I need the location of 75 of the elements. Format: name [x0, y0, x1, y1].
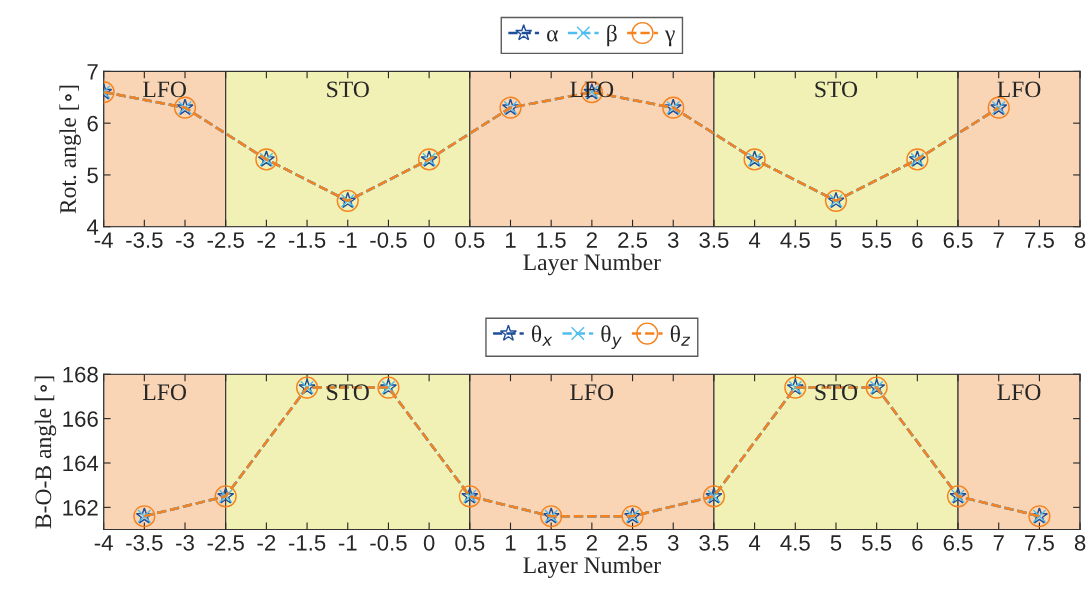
- band-label: LFO: [570, 384, 614, 401]
- x-tick-label: -1: [338, 535, 357, 551]
- x-tick-label: 2.5: [618, 535, 648, 551]
- x-tick-label: 3.5: [699, 232, 729, 248]
- legend-label: β: [607, 24, 617, 47]
- x-axis-title: Layer Number: [523, 556, 661, 578]
- x-tick-label: 0: [423, 232, 435, 248]
- legend-label: θ$_{z}$: [670, 325, 691, 346]
- y-tick-label: 162: [63, 499, 98, 516]
- x-tick-label: -2.5: [207, 232, 244, 248]
- band-label: STO: [815, 81, 858, 98]
- x-tick-label: 4: [748, 535, 761, 551]
- x-tick-label: -1.5: [288, 535, 326, 551]
- y-tick-label: 6: [87, 115, 98, 132]
- x-tick-label: 5.5: [862, 232, 892, 248]
- y-tick-label: 7: [87, 64, 98, 80]
- x-tick-label: -2.5: [207, 535, 244, 551]
- x-tick-label: -3: [176, 535, 194, 551]
- band-label: STO: [327, 81, 369, 98]
- x-tick-label: 7.5: [1025, 232, 1054, 248]
- x-tick-label: 2.5: [618, 232, 648, 248]
- x-tick-label: -1: [338, 232, 357, 248]
- x-tick-label: 5: [830, 535, 842, 551]
- x-tick-label: 5: [830, 232, 842, 248]
- x-tick-label: 6: [912, 535, 923, 551]
- x-tick-label: 6.5: [943, 535, 973, 551]
- x-tick-label: 3.5: [699, 535, 729, 551]
- x-tick-label: -0.5: [370, 535, 407, 551]
- x-tick-label: 8: [1074, 232, 1086, 248]
- x-tick-label: -2: [257, 232, 276, 248]
- legend-label: θ$_{y}$: [601, 325, 622, 350]
- y-axis-title: Rot. angle [∘]: [59, 85, 81, 214]
- x-tick-label: -1.5: [288, 232, 326, 248]
- x-tick-label: 8: [1074, 535, 1086, 551]
- x-tick-label: 7: [993, 535, 1004, 551]
- x-tick-label: 1.5: [537, 535, 566, 551]
- x-tick-label: 6: [912, 232, 923, 248]
- x-tick-label: -0.5: [370, 232, 407, 248]
- x-tick-label: 1.5: [537, 232, 566, 248]
- x-tick-label: 1: [506, 232, 516, 248]
- band-label: LFO: [997, 81, 1041, 98]
- x-tick-label: 7: [993, 232, 1004, 248]
- y-tick-label: 164: [63, 455, 99, 472]
- x-tick-label: 5.5: [862, 535, 892, 551]
- x-tick-label: -2: [257, 535, 276, 551]
- x-tick-label: 2: [586, 232, 597, 248]
- x-tick-label: 4: [748, 232, 761, 248]
- legend-label: α: [547, 30, 558, 42]
- band-label: LFO: [143, 384, 187, 401]
- x-tick-label: 3: [667, 232, 679, 248]
- legend-label: θ$_{x}$: [531, 325, 553, 346]
- y-axis-title: B-O-B angle [∘]: [34, 376, 57, 529]
- x-tick-label: -3: [176, 232, 194, 248]
- x-tick-label: -3.5: [126, 232, 163, 248]
- x-axis-title: Layer Number: [523, 253, 661, 276]
- x-tick-label: 3: [667, 535, 679, 551]
- x-tick-label: 7.5: [1025, 535, 1054, 551]
- x-tick-label: 0.5: [455, 535, 485, 551]
- x-tick-label: 6.5: [943, 232, 973, 248]
- x-tick-label: -3.5: [126, 535, 163, 551]
- x-tick-label: 4.5: [780, 535, 810, 551]
- band-label: LFO: [143, 81, 187, 98]
- x-tick-label: 2: [586, 535, 597, 551]
- band-label: STO: [327, 384, 369, 401]
- x-tick-label: 0.5: [455, 232, 485, 248]
- x-tick-label: 4.5: [780, 232, 810, 248]
- legend-label: γ: [664, 30, 675, 47]
- band-label: STO: [815, 384, 858, 401]
- y-tick-label: 168: [63, 366, 98, 383]
- band-label: LFO: [997, 384, 1041, 401]
- x-tick-label: 1: [506, 535, 516, 551]
- x-tick-label: -4: [94, 535, 113, 551]
- y-tick-label: 166: [63, 411, 98, 427]
- y-tick-label: 5: [87, 167, 98, 184]
- x-tick-label: 0: [423, 535, 435, 551]
